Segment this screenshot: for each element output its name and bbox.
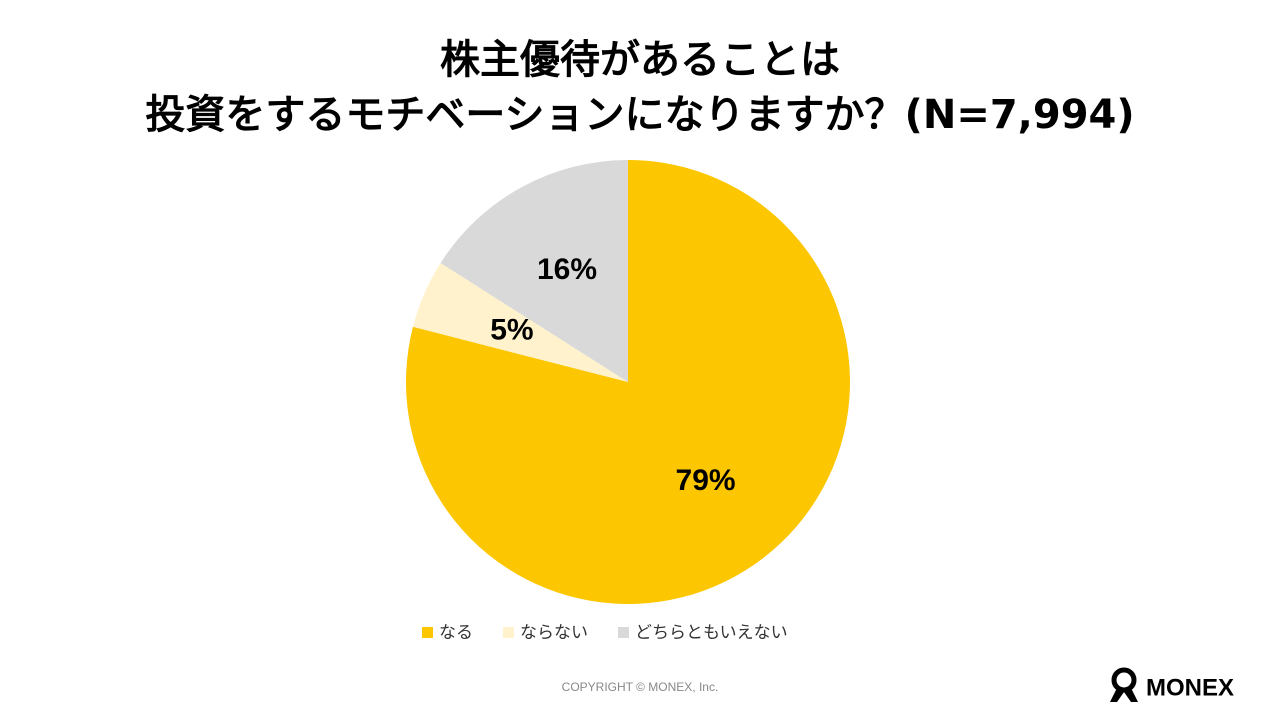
- value-labels: 79% 5%16%: [490, 253, 735, 497]
- value-label: 79%: [676, 464, 736, 497]
- legend-label: どちらともいえない: [635, 623, 788, 643]
- pie-slice: [440, 160, 628, 382]
- legend-label: なる: [439, 623, 473, 643]
- chart-title: 株主優待があることは: [440, 37, 840, 83]
- legend: なる ならない どちらともいえない: [422, 623, 788, 643]
- legend-swatch: [618, 627, 629, 638]
- value-label: 16%: [537, 253, 597, 286]
- legend-swatch: [422, 627, 433, 638]
- legend-swatch: [503, 627, 514, 638]
- logo-text: MONEX: [1146, 674, 1234, 701]
- chart-title: 投資をするモチベーションになりますか？(N=7,994): [145, 92, 1134, 138]
- logo-icon: [1110, 667, 1138, 702]
- value-label: 5%: [490, 314, 533, 347]
- pie-slice: [412, 263, 628, 382]
- legend-label: ならない: [520, 623, 588, 643]
- pie: [405, 160, 851, 604]
- copyright: COPYRIGHT © MONEX, Inc.: [562, 680, 719, 694]
